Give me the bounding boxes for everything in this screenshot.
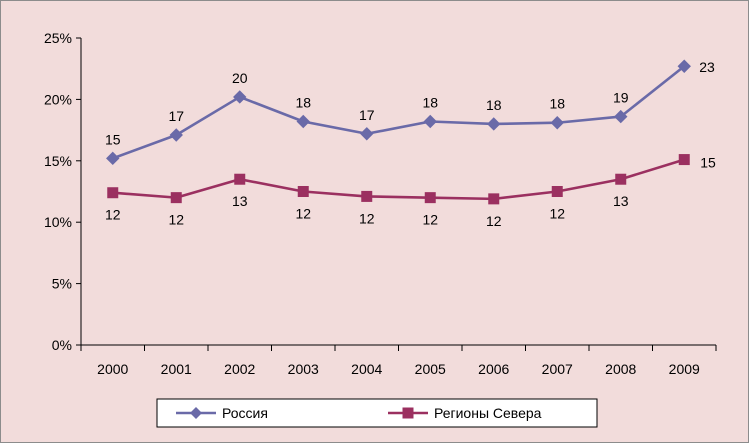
- y-tick-label: 25%: [44, 30, 72, 46]
- data-point-square: [234, 173, 246, 185]
- data-label: 12: [486, 213, 502, 229]
- data-point-diamond: [550, 116, 564, 130]
- data-point-diamond: [169, 128, 183, 142]
- legend-item-2: Регионы Севера: [388, 405, 542, 421]
- data-label: 12: [295, 206, 311, 222]
- y-tick-label: 10%: [44, 214, 72, 230]
- axes: 0% 5% 10% 15% 20% 25% 2000 2001 2002 2003 2004 2005…: [44, 30, 717, 377]
- legend-box: [156, 398, 598, 428]
- legend-marker-diamond: [190, 407, 202, 419]
- legend: Россия Регионы Севера: [156, 398, 598, 428]
- y-tick-label: 5%: [52, 276, 72, 292]
- data-point-diamond: [423, 114, 437, 129]
- data-point-diamond: [296, 114, 310, 129]
- data-point-diamond: [677, 59, 691, 73]
- x-tick-label: 2009: [669, 361, 700, 377]
- data-label: 12: [422, 212, 438, 228]
- data-point-square: [361, 190, 373, 202]
- y-tick-label: 20%: [44, 91, 72, 107]
- data-label: 23: [699, 59, 715, 75]
- data-label: 15: [105, 131, 121, 147]
- data-point-square: [170, 192, 182, 204]
- x-tick-label: 2007: [542, 361, 573, 377]
- data-label: 13: [613, 193, 629, 209]
- data-label: 18: [295, 95, 311, 111]
- data-point-square: [424, 192, 436, 204]
- legend-label: Россия: [222, 405, 268, 421]
- data-point-diamond: [614, 109, 628, 124]
- x-tick-label: 2001: [161, 361, 192, 377]
- data-label: 18: [486, 97, 502, 113]
- x-tick-label: 2005: [415, 361, 446, 377]
- data-label: 13: [232, 193, 248, 209]
- x-tick-label: 2003: [288, 361, 319, 377]
- series-line: [112, 65, 686, 160]
- data-label: 18: [422, 95, 438, 111]
- series-line: [112, 158, 685, 201]
- data-point-square: [488, 193, 500, 205]
- data-point-square: [107, 187, 119, 199]
- x-tick-label: 2004: [351, 361, 382, 377]
- y-tick-label: 15%: [44, 153, 72, 169]
- legend-item-1: Россия: [176, 405, 268, 421]
- data-label: 12: [168, 212, 184, 228]
- series-layer: 15 17 20 18 17 18 18 18 19 23 12 12 13 12 12 12 12 12 13 15: [105, 59, 716, 229]
- data-label: 12: [549, 206, 565, 222]
- data-label: 19: [613, 90, 629, 106]
- data-label: 18: [549, 96, 565, 112]
- data-label: 20: [232, 70, 248, 86]
- data-point-diamond: [360, 127, 374, 141]
- data-label: 12: [105, 207, 121, 223]
- data-label: 12: [359, 210, 375, 226]
- x-tick-label: 2000: [97, 361, 128, 377]
- data-point-diamond: [233, 90, 247, 104]
- data-point-square: [297, 186, 309, 197]
- data-point-square: [678, 154, 690, 166]
- legend-marker-square: [402, 407, 414, 419]
- legend-label: Регионы Севера: [434, 405, 542, 421]
- data-point-diamond: [487, 117, 501, 131]
- x-tick-label: 2008: [605, 361, 636, 377]
- x-tick-label: 2002: [224, 361, 255, 377]
- data-label: 15: [700, 155, 716, 171]
- series-1: 15 17 20 18 17 18 18 18 19 23: [105, 59, 715, 166]
- data-point-diamond: [106, 151, 120, 166]
- data-point-square: [551, 186, 563, 197]
- x-tick-label: 2006: [478, 361, 509, 377]
- data-label: 17: [359, 107, 375, 123]
- data-label: 17: [168, 108, 184, 124]
- y-tick-label: 0%: [52, 337, 72, 353]
- data-point-square: [615, 173, 627, 185]
- series-2: 12 12 13 12 12 12 12 12 13 15: [105, 154, 716, 229]
